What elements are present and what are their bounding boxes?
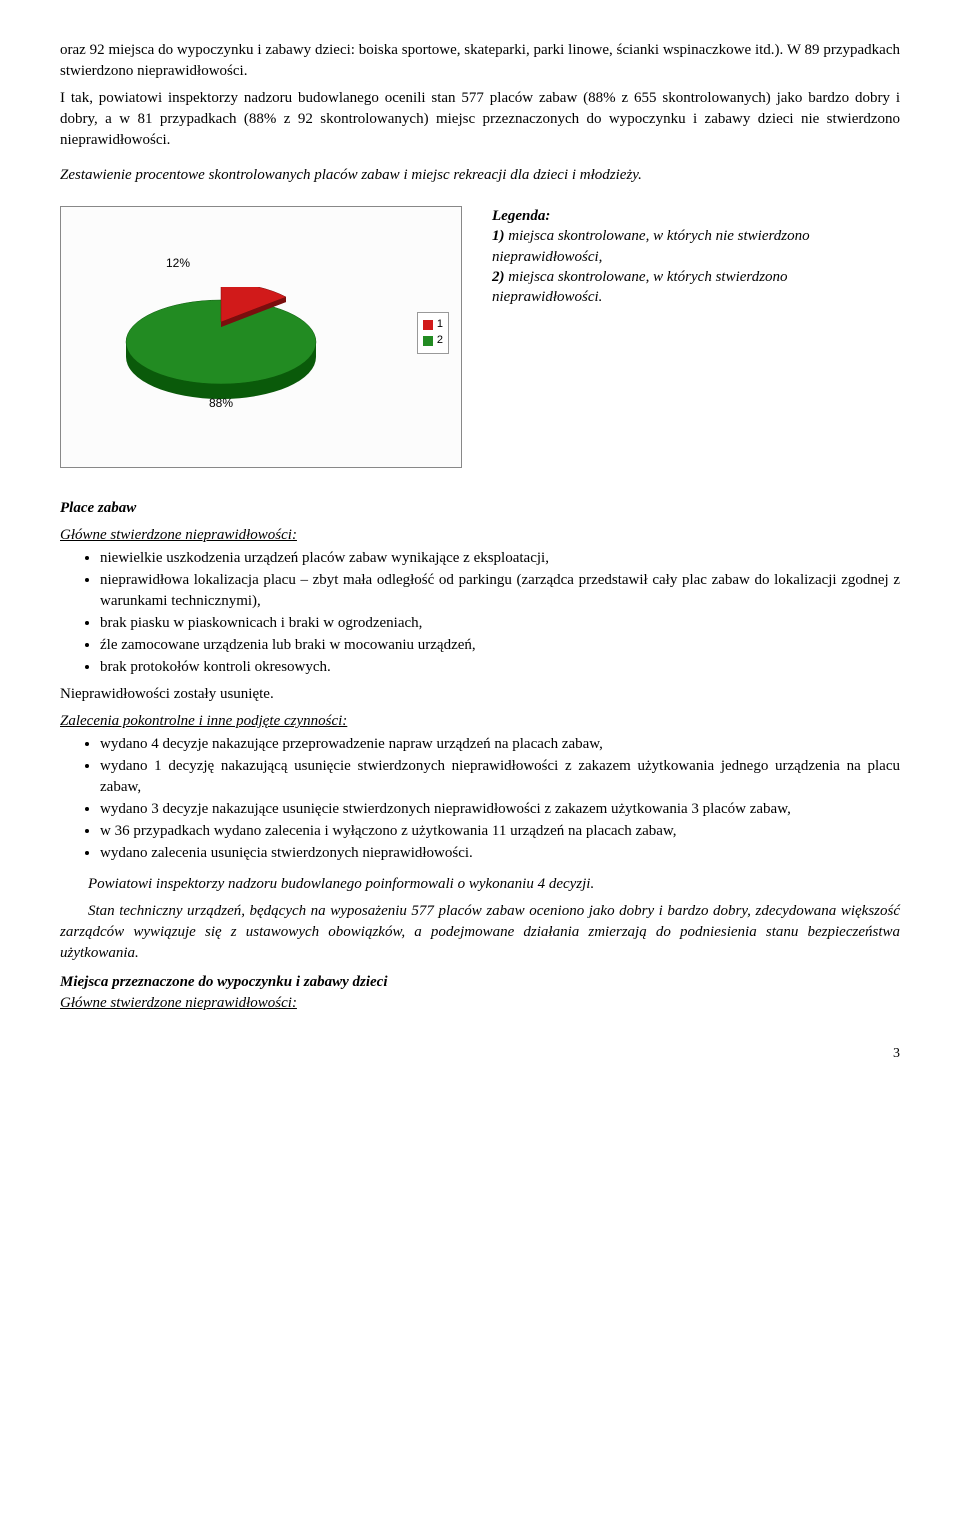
legend-item2-text: miejsca skontrolowane, w których stwierd… <box>492 269 788 305</box>
chart-label-12: 12% <box>166 255 190 272</box>
niep-usuniete: Nieprawidłowości zostały usunięte. <box>60 684 900 705</box>
list-item: brak protokołów kontroli okresowych. <box>100 657 900 678</box>
paragraph-3: Powiatowi inspektorzy nadzoru budowlaneg… <box>60 874 900 895</box>
list-item: wydano 4 decyzje nakazujące przeprowadze… <box>100 734 900 755</box>
chart-row: 12% 88% 1 2 Legenda: 1) miejsca skontrol… <box>60 206 900 468</box>
legend-num-2: 2 <box>437 333 443 348</box>
list-item: źle zamocowane urządzenia lub braki w mo… <box>100 635 900 656</box>
legend-item1-num: 1) <box>492 228 505 244</box>
legend-swatch-1 <box>423 320 433 330</box>
glowne-header-2: Główne stwierdzone nieprawidłowości: <box>60 993 900 1014</box>
legend-num-1: 1 <box>437 317 443 332</box>
list-item: wydano 3 decyzje nakazujące usunięcie st… <box>100 799 900 820</box>
legend-header: Legenda: <box>492 206 900 226</box>
place-zabaw-header: Place zabaw <box>60 498 900 519</box>
miejsca-header: Miejsca przeznaczone do wypoczynku i zab… <box>60 972 900 993</box>
list-item: wydano 1 decyzję nakazującą usunięcie st… <box>100 756 900 798</box>
chart-inner-legend: 1 2 <box>417 312 449 354</box>
list-item: nieprawidłowa lokalizacja placu – zbyt m… <box>100 570 900 612</box>
legend-swatch-2 <box>423 336 433 346</box>
list-item: wydano zalecenia usunięcia stwierdzonych… <box>100 843 900 864</box>
list-item: brak piasku w piaskownicach i braki w og… <box>100 613 900 634</box>
zalecenia-header: Zalecenia pokontrolne i inne podjęte czy… <box>60 711 900 732</box>
page-number: 3 <box>60 1044 900 1064</box>
paragraph-1: oraz 92 miejsca do wypoczynku i zabawy d… <box>60 40 900 82</box>
list-item: niewielkie uszkodzenia urządzeń placów z… <box>100 548 900 569</box>
list-item: w 36 przypadkach wydano zalecenia i wyłą… <box>100 821 900 842</box>
bullets-1: niewielkie uszkodzenia urządzeń placów z… <box>60 548 900 678</box>
bullets-2: wydano 4 decyzje nakazujące przeprowadze… <box>60 734 900 864</box>
chart-label-88: 88% <box>209 395 233 412</box>
paragraph-4: Stan techniczny urządzeń, będących na wy… <box>60 901 900 964</box>
paragraph-2: I tak, powiatowi inspektorzy nadzoru bud… <box>60 88 900 151</box>
pie-chart: 12% 88% 1 2 <box>60 206 462 468</box>
legend-item2-num: 2) <box>492 269 505 285</box>
legend-item1-text: miejsca skontrolowane, w których nie stw… <box>492 228 810 264</box>
legend-text-block: Legenda: 1) miejsca skontrolowane, w któ… <box>492 206 900 307</box>
chart-caption: Zestawienie procentowe skontrolowanych p… <box>60 165 900 186</box>
glowne-header: Główne stwierdzone nieprawidłowości: <box>60 525 900 546</box>
